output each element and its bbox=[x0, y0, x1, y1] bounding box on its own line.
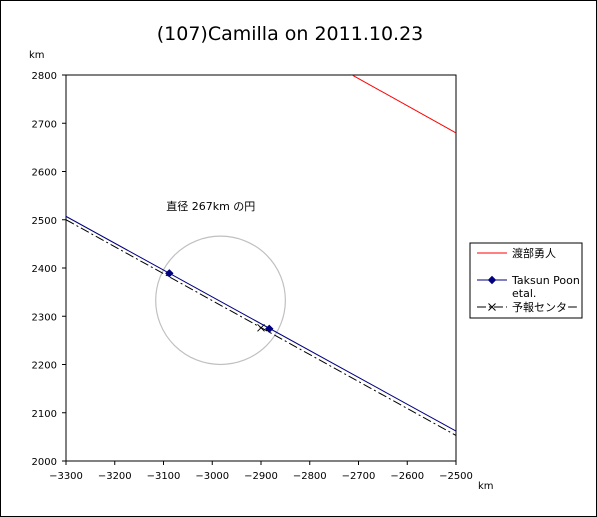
legend-label-2-cont: etal. bbox=[512, 287, 536, 300]
y-tick-label: 2100 bbox=[32, 409, 57, 420]
y-tick-label: 2700 bbox=[32, 119, 57, 130]
x-tick-label: −2700 bbox=[342, 471, 376, 482]
legend-label-1: 渡部勇人 bbox=[512, 246, 556, 260]
legend-label-2: Taksun Poon bbox=[511, 274, 580, 287]
x-tick-label: −3000 bbox=[195, 471, 229, 482]
x-tick-label: −2500 bbox=[439, 471, 473, 482]
x-axis-label: km bbox=[478, 481, 494, 492]
legend-marker-3 bbox=[488, 303, 496, 311]
series-2-point bbox=[165, 269, 174, 278]
series-line-1 bbox=[351, 75, 456, 134]
x-tick-label: −2900 bbox=[244, 471, 278, 482]
y-tick-label: 2600 bbox=[32, 168, 57, 179]
x-tick-label: −3100 bbox=[147, 471, 181, 482]
x-tick-label: −2600 bbox=[390, 471, 424, 482]
series-3-point bbox=[257, 323, 265, 332]
legend-label-3: 予報センター bbox=[512, 301, 578, 314]
annotation-layer: 直径 267km の円 bbox=[166, 199, 255, 213]
y-tick-label: 2400 bbox=[32, 264, 57, 275]
x-tick-label: −2800 bbox=[293, 471, 327, 482]
legend-marker-2 bbox=[487, 275, 497, 285]
y-axis-label: km bbox=[29, 50, 45, 61]
x-tick-label: −3200 bbox=[98, 471, 132, 482]
y-tick-label: 2200 bbox=[32, 361, 57, 372]
y-tick-label: 2000 bbox=[32, 457, 57, 468]
chart-title: (107)Camilla on 2011.10.23 bbox=[157, 23, 424, 45]
plot-area bbox=[65, 74, 457, 462]
y-tick-label: 2800 bbox=[32, 71, 57, 82]
series-line-2 bbox=[66, 215, 456, 432]
series-layer bbox=[66, 75, 456, 436]
diameter-circle bbox=[155, 235, 286, 366]
y-tick-label: 2300 bbox=[32, 312, 57, 323]
annotation-label: 直径 267km の円 bbox=[166, 199, 255, 213]
ticks-layer: −3300 −3200 −3100 −3000 −2900 −2800 −2700 −2600… bbox=[32, 71, 473, 482]
x-tick-label: −3300 bbox=[49, 471, 83, 482]
y-tick-label: 2500 bbox=[32, 216, 57, 227]
series-2-point bbox=[265, 324, 274, 334]
